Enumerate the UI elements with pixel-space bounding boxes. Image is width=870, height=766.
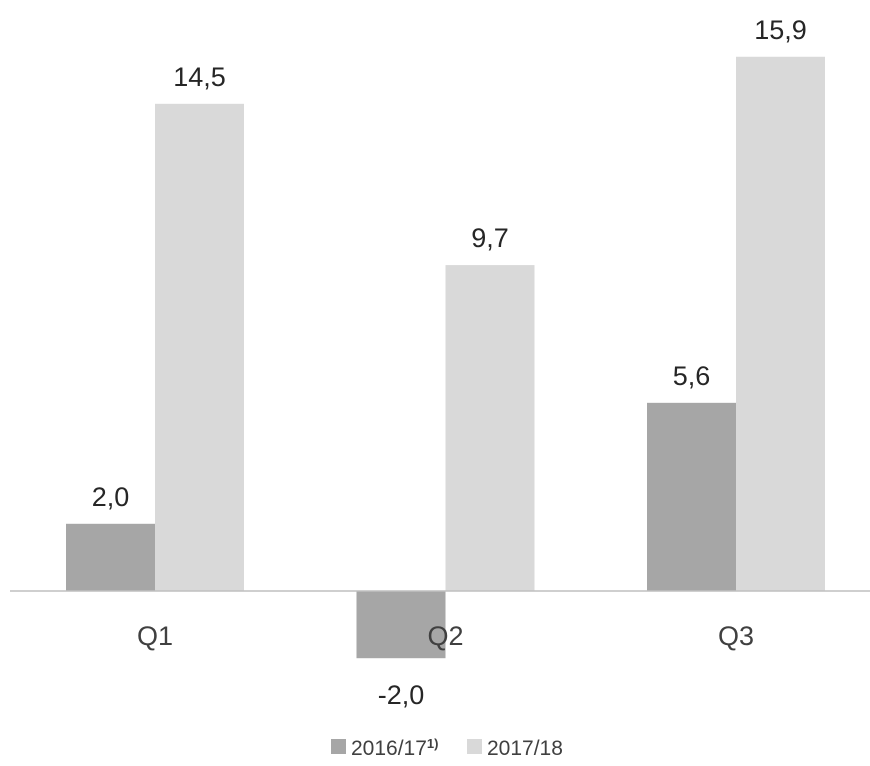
category-label-q1: Q1 bbox=[137, 621, 173, 651]
legend-swatch-2016-17 bbox=[331, 739, 346, 754]
bar-2017-18-q3 bbox=[736, 56, 825, 591]
bar-2016-17-q1 bbox=[66, 523, 155, 591]
legend-footnote-marker: 1) bbox=[427, 736, 439, 751]
bar-2016-17-q3 bbox=[647, 402, 736, 591]
legend-swatch-2017-18 bbox=[467, 739, 482, 754]
category-label-q2: Q2 bbox=[427, 621, 463, 651]
category-label-q3: Q3 bbox=[718, 621, 754, 651]
legend: 2016/171) 2017/18 bbox=[331, 736, 563, 760]
data-label-2016-17-q2: -2,0 bbox=[378, 680, 425, 710]
data-label-2016-17-q3: 5,6 bbox=[673, 361, 711, 391]
data-label-2016-17-q1: 2,0 bbox=[92, 482, 130, 512]
data-label-2017-18-q2: 9,7 bbox=[471, 223, 509, 253]
bar-2016-17-q2 bbox=[356, 591, 446, 659]
data-label-2017-18-q3: 15,9 bbox=[754, 15, 807, 45]
data-label-2017-18-q1: 14,5 bbox=[173, 62, 226, 92]
bar-2017-18-q2 bbox=[445, 265, 535, 591]
bars-layer bbox=[66, 56, 825, 659]
labels-layer: 2,0 14,5 Q1 -2,0 9,7 Q2 5,6 15,9 Q3 bbox=[92, 15, 807, 710]
bar-2017-18-q1 bbox=[155, 103, 244, 592]
legend-label-2017-18: 2017/18 bbox=[487, 737, 563, 760]
legend-label-2016-17: 2016/171) bbox=[351, 736, 438, 760]
